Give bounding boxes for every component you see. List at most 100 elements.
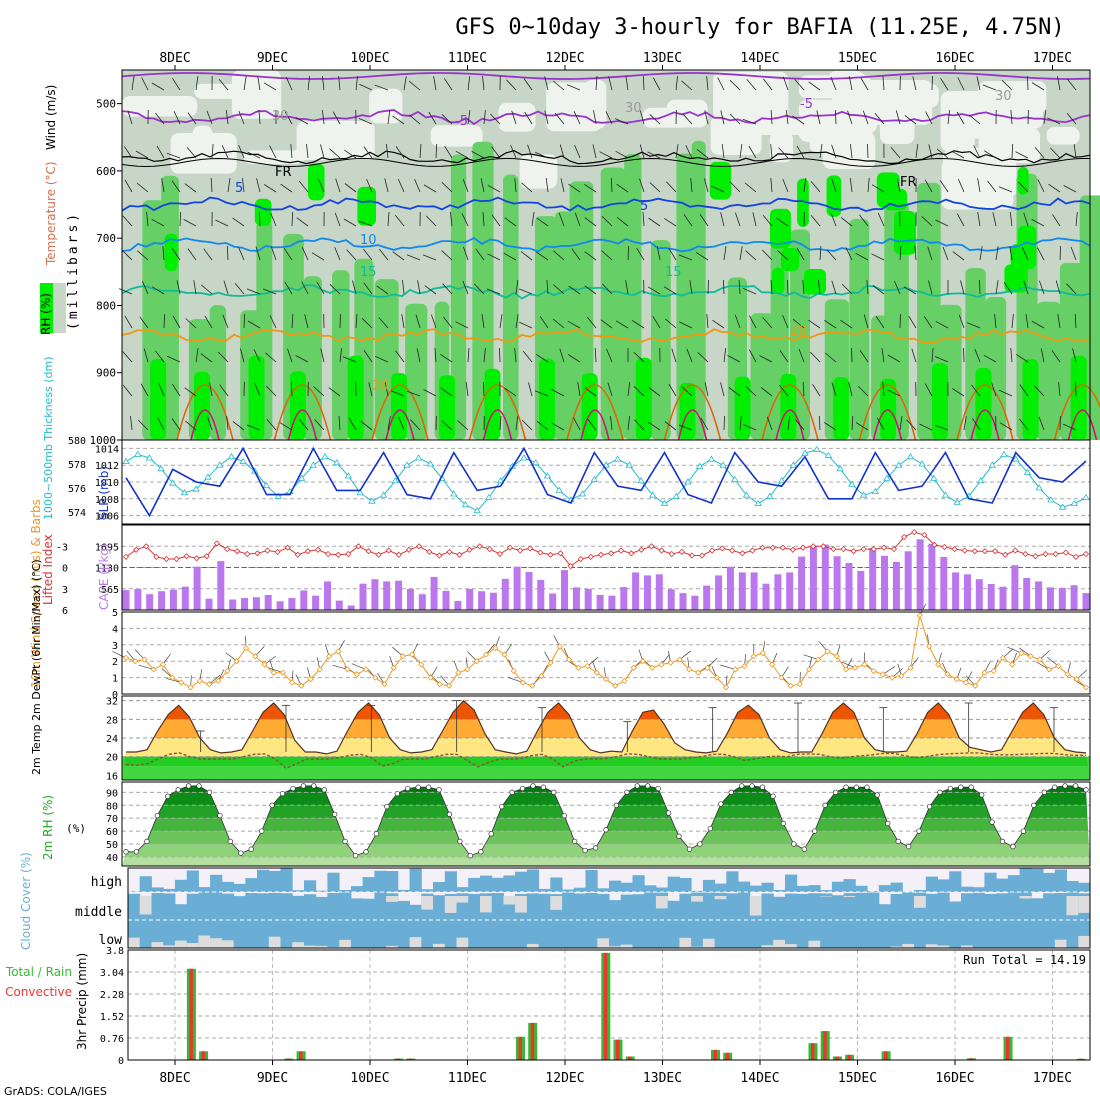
lifted-index-point bbox=[314, 546, 322, 553]
wind-barb bbox=[963, 416, 967, 431]
rh-point bbox=[352, 853, 359, 859]
wind-speed-point bbox=[695, 669, 702, 676]
wind-barb bbox=[518, 288, 533, 295]
wind-barb bbox=[923, 316, 933, 329]
rh-point bbox=[1020, 828, 1027, 834]
lifted-index-point bbox=[648, 543, 655, 550]
wind-barb bbox=[491, 146, 501, 159]
wind-barb bbox=[397, 179, 405, 193]
wind-barb bbox=[461, 213, 469, 227]
wind-barb bbox=[344, 149, 357, 159]
wind-speed-point bbox=[224, 667, 231, 675]
isotherm-arch-warm bbox=[1067, 409, 1098, 441]
rh-point bbox=[342, 838, 348, 845]
wind-barb bbox=[166, 152, 181, 159]
lifted-index-point bbox=[739, 550, 746, 557]
contour-label: FR bbox=[900, 175, 917, 190]
rh-point bbox=[832, 789, 839, 795]
lifted-index-point bbox=[992, 548, 999, 555]
wind-barb bbox=[1048, 183, 1061, 193]
rh-point bbox=[217, 812, 223, 819]
wind-barb-10m bbox=[138, 664, 154, 670]
wind-speed-point bbox=[261, 661, 268, 668]
wind-speed-point bbox=[482, 651, 490, 658]
wind-barb bbox=[171, 418, 181, 431]
wind-barb bbox=[465, 382, 469, 397]
wind-barb bbox=[558, 212, 565, 227]
rh-point bbox=[384, 803, 390, 810]
wind-barb bbox=[316, 281, 325, 295]
rh-point bbox=[530, 783, 536, 789]
wind-barb bbox=[1009, 212, 1013, 227]
cloud-middle bbox=[831, 895, 845, 920]
cloud-low-gap bbox=[315, 946, 328, 948]
cloud-high bbox=[796, 885, 809, 892]
wind-barb bbox=[859, 350, 869, 363]
wind-barb bbox=[482, 211, 485, 227]
wind-barb bbox=[332, 111, 341, 125]
wind-barb bbox=[983, 354, 997, 363]
thickness-axis-label: 1000~500mb Thickness (dm) bbox=[42, 356, 55, 520]
cloud-high bbox=[526, 869, 540, 892]
cloud-low bbox=[937, 920, 950, 948]
wind-barb bbox=[392, 115, 405, 125]
wind-barb bbox=[320, 348, 325, 363]
wind-barb bbox=[1063, 185, 1077, 193]
cloud-low-gap bbox=[128, 937, 141, 948]
cloud-middle-gap bbox=[749, 896, 762, 916]
lifted-index-point bbox=[779, 544, 786, 551]
wind-barb bbox=[787, 416, 790, 431]
wind-barb bbox=[291, 381, 293, 397]
rh-point bbox=[895, 838, 901, 845]
cloud-middle bbox=[1007, 892, 1021, 920]
lifted-index-point bbox=[517, 547, 524, 554]
wind-barb bbox=[471, 151, 485, 159]
wind-speed-point bbox=[972, 682, 979, 689]
lifted-index-point bbox=[830, 546, 837, 553]
cloud-high bbox=[738, 881, 751, 892]
wind-barb bbox=[346, 249, 357, 261]
wind-barb bbox=[504, 217, 517, 227]
cloud-low bbox=[573, 920, 586, 948]
wind-barb bbox=[818, 415, 821, 431]
cloud-low-gap bbox=[221, 940, 235, 948]
dewpoint-line bbox=[125, 752, 1086, 770]
wind-barb bbox=[979, 279, 981, 295]
wind-speed-point bbox=[713, 674, 720, 681]
wind-barb bbox=[339, 313, 341, 329]
wind-barb bbox=[875, 316, 885, 329]
thickness-point bbox=[485, 493, 493, 500]
cloud-low-gap bbox=[339, 939, 352, 948]
wind-barb bbox=[387, 110, 391, 125]
wind-barb bbox=[882, 381, 885, 397]
wind-speed-point bbox=[861, 661, 868, 668]
lifted-index-point bbox=[587, 553, 594, 560]
cloud-middle bbox=[644, 892, 657, 920]
top-date-label: 13DEC bbox=[643, 51, 682, 66]
wind-speed-point bbox=[575, 664, 582, 671]
cloud-low bbox=[257, 920, 270, 948]
isotherm-line bbox=[121, 196, 1091, 213]
wind-barb bbox=[631, 320, 645, 329]
wind-barb bbox=[155, 350, 165, 363]
wind-barb bbox=[223, 280, 229, 295]
cloud-high bbox=[1078, 882, 1091, 892]
wind-speed-point bbox=[409, 651, 416, 658]
wind-barb bbox=[416, 348, 421, 363]
slp-panel-frame bbox=[121, 439, 1091, 525]
cloud-high bbox=[491, 877, 504, 892]
cloud-axis-label: Cloud Cover (%) bbox=[19, 852, 33, 950]
cloud-low bbox=[914, 920, 927, 948]
wind-barb bbox=[860, 77, 869, 91]
wind-barb bbox=[406, 390, 421, 397]
wind-barb bbox=[536, 420, 549, 431]
wind-barb bbox=[151, 82, 165, 91]
wind-barb bbox=[952, 251, 965, 261]
cloud-low bbox=[397, 920, 410, 948]
cape-bar bbox=[324, 581, 331, 610]
wind-barb bbox=[762, 317, 773, 329]
thickness-point bbox=[906, 453, 915, 460]
cloud-low bbox=[515, 920, 528, 948]
